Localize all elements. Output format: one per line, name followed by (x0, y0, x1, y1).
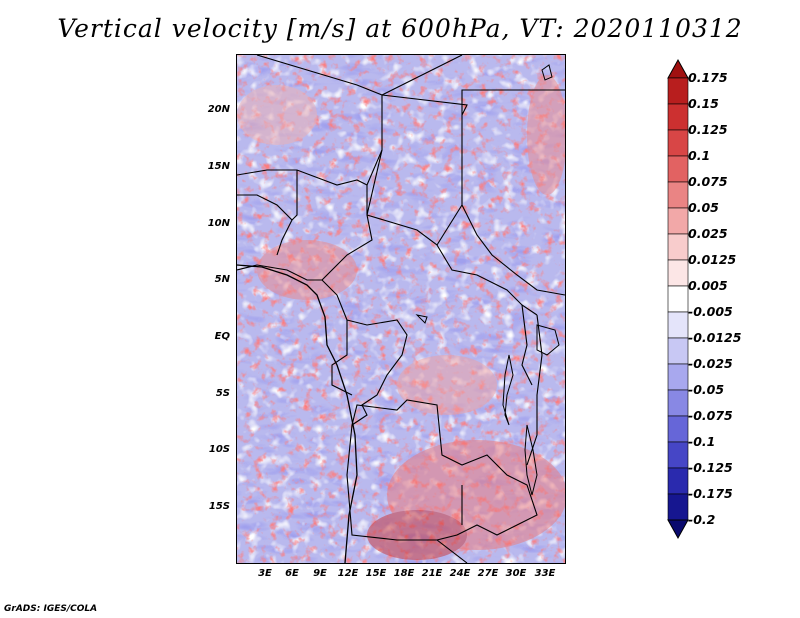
lon-tick-label: 18E (393, 568, 415, 579)
lat-tick-label: 10N (207, 218, 230, 229)
colorbar-tick-label: -0.05 (688, 382, 725, 397)
lat-tick-label: 10S (208, 444, 230, 455)
colorbar-swatch (667, 441, 689, 469)
colorbar-max-arrow (667, 58, 689, 79)
lon-tick-label: 21E (421, 568, 443, 579)
colorbar-tick-label: -0.125 (688, 460, 733, 475)
colorbar-swatch (667, 259, 689, 287)
colorbar-swatch (667, 181, 689, 209)
colorbar-tick-label: -0.005 (688, 304, 733, 319)
colorbar-swatch (667, 415, 689, 443)
colorbar-tick-label: 0.075 (688, 174, 728, 189)
colorbar-tick-label: -0.1 (688, 434, 716, 449)
lon-tick-label: 9E (313, 568, 327, 579)
colorbar-swatch (667, 337, 689, 365)
colorbar-swatch (667, 467, 689, 495)
lat-tick-label: 15N (207, 161, 230, 172)
colorbar-swatch (667, 389, 689, 417)
lat-tick-label: 20N (207, 104, 230, 115)
footer-credit: GrADS: IGES/COLA (4, 604, 98, 614)
lon-tick-label: 12E (337, 568, 359, 579)
colorbar-tick-label: 0.1 (688, 148, 711, 163)
lat-tick-label: 5S (215, 388, 230, 399)
map-panel (236, 54, 566, 564)
colorbar-tick-label: -0.175 (688, 486, 733, 501)
country-boundaries (237, 55, 565, 563)
colorbar-tick-label: 0.15 (688, 96, 719, 111)
colorbar-swatch (667, 129, 689, 157)
lon-tick-label: 24E (449, 568, 471, 579)
colorbar-tick-label: -0.025 (688, 356, 733, 371)
lon-tick-label: 27E (477, 568, 499, 579)
colorbar-min-arrow (667, 519, 689, 540)
colorbar-tick-label: 0.025 (688, 226, 728, 241)
colorbar-swatch (667, 233, 689, 261)
lat-tick-label: 15S (208, 501, 230, 512)
colorbar-tick-label: 0.125 (688, 122, 728, 137)
colorbar-swatch (667, 311, 689, 339)
colorbar-tick-label: 0.05 (688, 200, 719, 215)
colorbar-tick-label: 0.005 (688, 278, 728, 293)
colorbar-swatch (667, 103, 689, 131)
lat-tick-label: 5N (214, 274, 230, 285)
lon-tick-label: 15E (365, 568, 387, 579)
lat-tick-label: EQ (214, 331, 230, 342)
lon-tick-label: 30E (505, 568, 527, 579)
colorbar-tick-label: -0.075 (688, 408, 733, 423)
lon-tick-label: 33E (534, 568, 556, 579)
vertical-velocity-map (237, 55, 565, 563)
coastline (237, 264, 358, 563)
colorbar-tick-label: 0.0125 (688, 252, 737, 267)
field-convective-areas (237, 75, 565, 560)
colorbar-swatch (667, 285, 689, 313)
colorbar-swatch (667, 155, 689, 183)
lon-tick-label: 3E (258, 568, 272, 579)
chart-title: Vertical velocity [m/s] at 600hPa, VT: 2… (57, 14, 743, 43)
colorbar-tick-label: 0.175 (688, 70, 728, 85)
colorbar-swatch (667, 77, 689, 105)
colorbar-tick-label: -0.0125 (688, 330, 742, 345)
colorbar-tick-label: -0.2 (688, 512, 716, 527)
lon-tick-label: 6E (285, 568, 299, 579)
colorbar-swatch (667, 363, 689, 391)
colorbar-swatch (667, 493, 689, 521)
colorbar-swatch (667, 207, 689, 235)
colorbar (667, 58, 689, 540)
lakes (415, 64, 560, 496)
